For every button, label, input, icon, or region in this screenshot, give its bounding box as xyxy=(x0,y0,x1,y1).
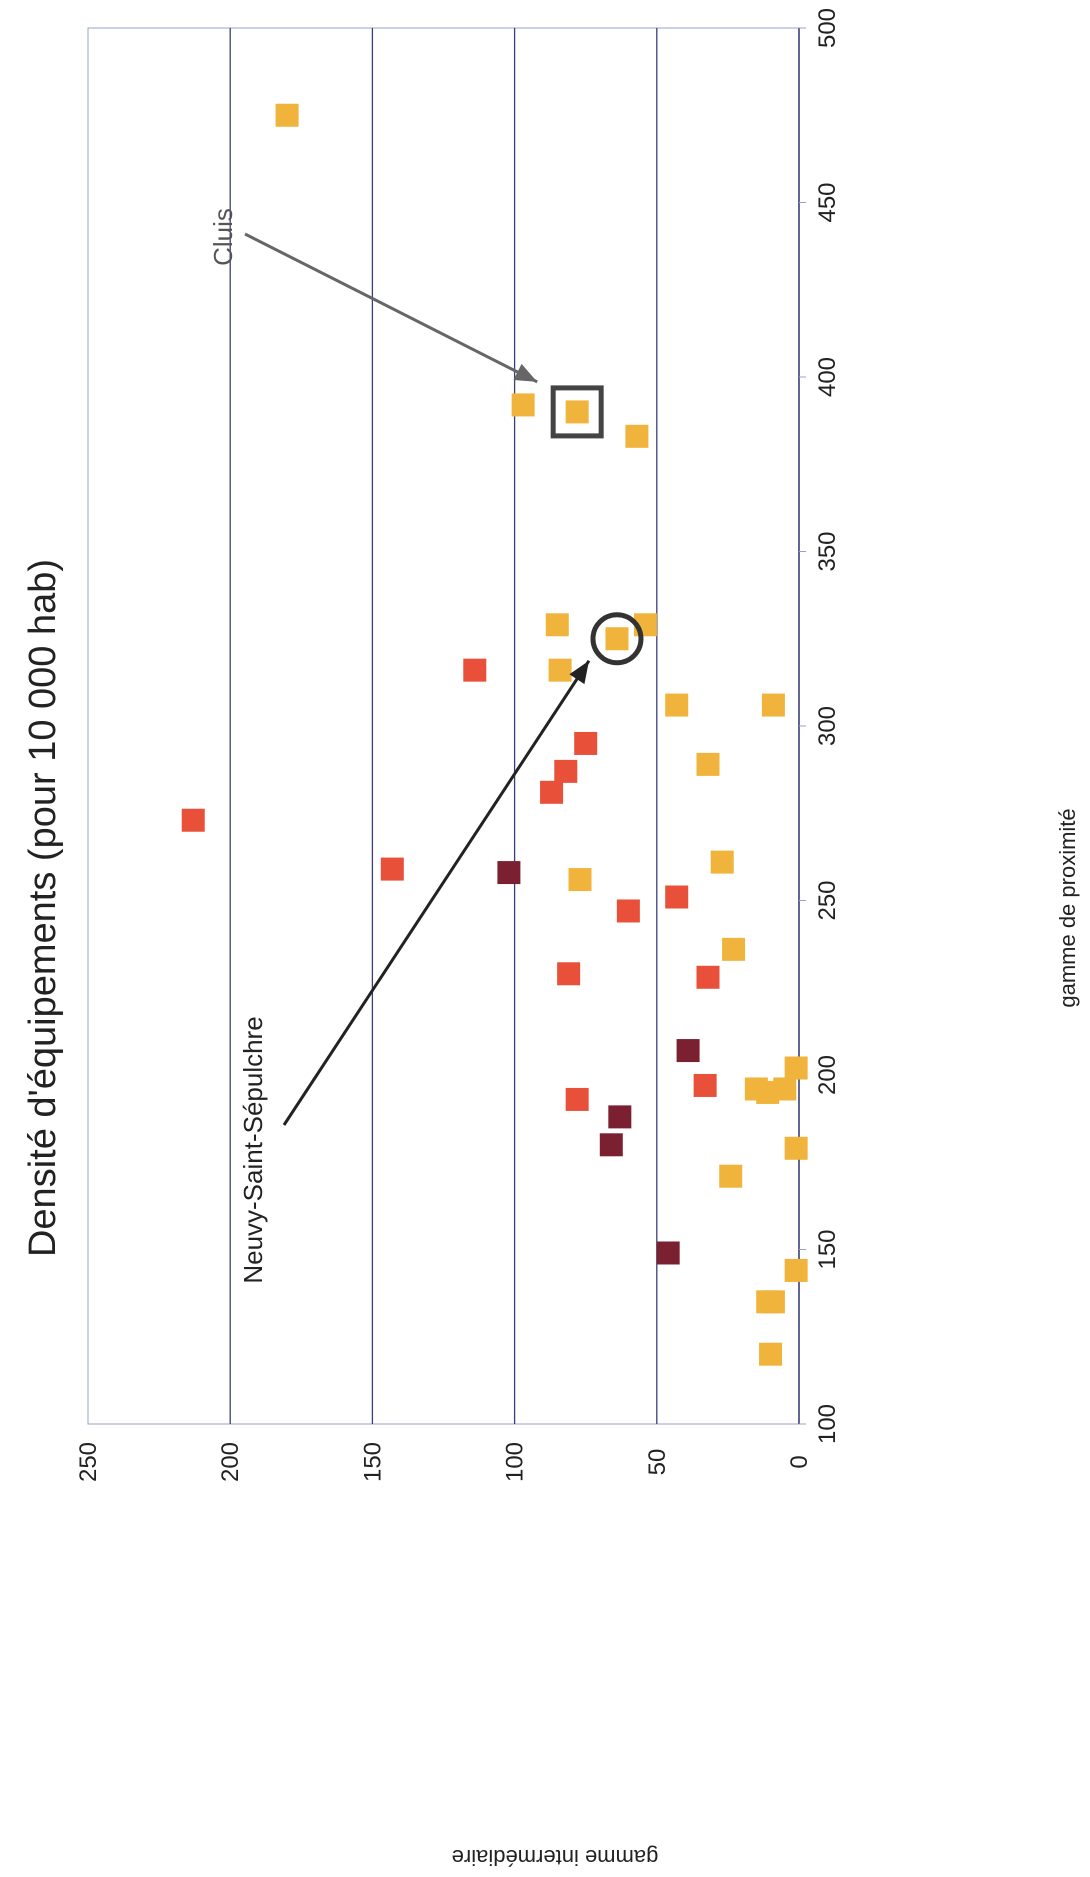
data-point-15 xyxy=(181,808,205,832)
x-tick-label-150: 150 xyxy=(814,1229,841,1269)
plot-area: 0 50 100 150 200 250 100 150 200 250 300 350 400 450 5… xyxy=(75,8,841,1482)
data-point-11 xyxy=(574,731,598,755)
x-tick-label-500: 500 xyxy=(814,8,841,48)
data-point-24 xyxy=(696,965,720,989)
data-point-13 xyxy=(554,759,578,783)
y-tick-label-0: 0 xyxy=(786,1455,813,1468)
data-point-19 xyxy=(568,868,592,892)
data-point-27 xyxy=(693,1073,717,1097)
annotation-arrowhead-1 xyxy=(569,660,589,685)
x-axis-label: gamme de proximité xyxy=(1055,808,1080,1007)
data-point-25 xyxy=(676,1039,700,1063)
data-point-14 xyxy=(540,780,564,804)
data-point-8 xyxy=(548,658,572,682)
x-tick-label-400: 400 xyxy=(814,357,841,397)
data-point-9 xyxy=(665,693,689,717)
neuvy-highlight-circle xyxy=(590,612,644,666)
x-tick-label-450: 450 xyxy=(814,182,841,222)
data-point-39 xyxy=(761,1290,785,1314)
data-point-0 xyxy=(275,103,299,127)
data-point-1 xyxy=(511,393,535,417)
x-tick-label-350: 350 xyxy=(814,531,841,571)
data-point-40 xyxy=(759,1342,783,1366)
cluis-highlight-box xyxy=(550,385,604,439)
data-point-36 xyxy=(656,1241,680,1265)
x-tick-label-300: 300 xyxy=(814,706,841,746)
annotation-arrow-0 xyxy=(244,232,538,384)
data-point-31 xyxy=(565,1087,589,1111)
x-tick-label-250: 250 xyxy=(814,880,841,920)
y-tick-label-100: 100 xyxy=(502,1442,529,1482)
x-tick-label-200: 200 xyxy=(814,1055,841,1095)
y-tick-label-150: 150 xyxy=(359,1442,386,1482)
data-point-33 xyxy=(599,1133,623,1157)
data-point-3 xyxy=(625,424,649,448)
chart-title: Densité d'équipements (pour 10 000 hab) xyxy=(22,559,64,1257)
data-point-12 xyxy=(696,752,720,776)
y-tick-label-50: 50 xyxy=(644,1449,671,1476)
x-tick-label-100: 100 xyxy=(814,1404,841,1444)
y-tick-label-200: 200 xyxy=(217,1442,244,1482)
data-point-17 xyxy=(380,857,404,881)
data-point-2 xyxy=(565,400,589,424)
annotation-arrow-1 xyxy=(282,659,591,1126)
data-point-20 xyxy=(665,885,689,909)
data-point-26 xyxy=(784,1056,808,1080)
data-point-23 xyxy=(557,962,581,986)
data-point-30 xyxy=(756,1080,780,1104)
plot-frame xyxy=(87,27,800,1425)
data-point-21 xyxy=(616,899,640,923)
data-point-7 xyxy=(463,658,487,682)
y-tick-label-250: 250 xyxy=(75,1442,102,1482)
data-point-34 xyxy=(784,1136,808,1160)
data-point-6 xyxy=(605,627,629,651)
chart-title-group: Densité d'équipements (pour 10 000 hab) xyxy=(22,559,64,1257)
data-point-22 xyxy=(722,937,746,961)
data-point-16 xyxy=(710,850,734,874)
data-point-37 xyxy=(784,1258,808,1282)
data-point-32 xyxy=(608,1105,632,1129)
data-point-18 xyxy=(497,861,521,885)
data-point-4 xyxy=(545,613,569,637)
annotation-arrowhead-0 xyxy=(513,363,538,382)
annotation-label-0: Cluis xyxy=(208,208,238,266)
data-point-10 xyxy=(761,693,785,717)
data-point-35 xyxy=(719,1164,743,1188)
annotation-label-1: Neuvy-Saint-Sépulchre xyxy=(238,1016,268,1283)
y-axis-label: gamme intermédiaire xyxy=(452,1845,659,1870)
